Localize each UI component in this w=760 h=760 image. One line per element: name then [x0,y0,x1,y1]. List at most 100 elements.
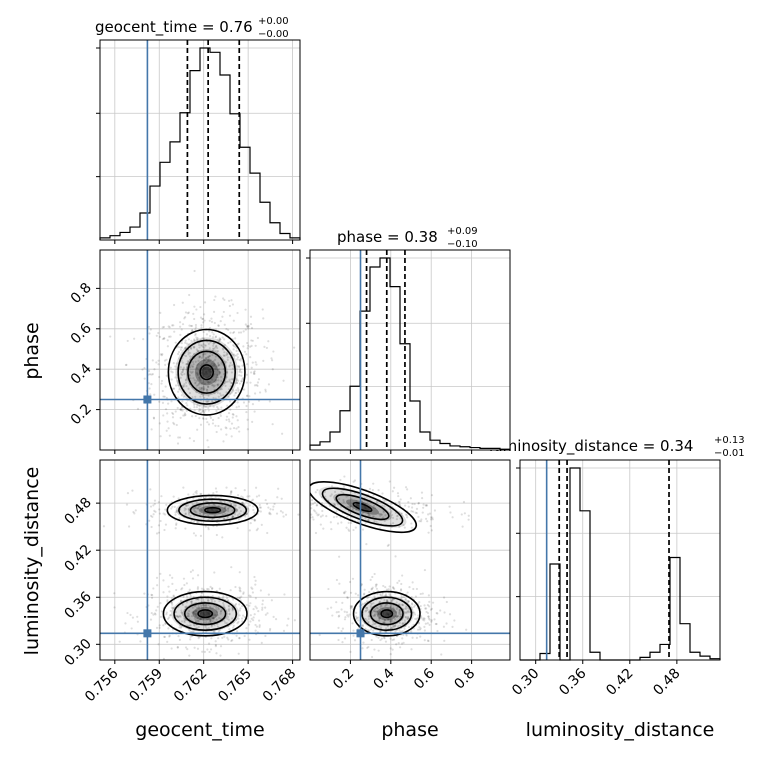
sample-point [157,531,161,534]
sample-point [149,328,152,331]
sample-point [366,606,369,610]
sample-point [180,620,184,623]
sample-point [198,417,201,420]
sample-point [179,376,182,379]
sample-point [213,624,216,627]
sample-point [389,620,392,623]
sample-point [312,509,316,512]
sample-point [363,588,366,591]
sample-point [293,619,296,622]
sample-point [206,366,210,369]
sample-point [223,354,226,358]
sample-point [228,304,232,308]
sample-point [242,592,245,595]
sample-point [208,613,211,616]
sample-point [404,597,407,601]
sample-point [213,613,216,616]
sample-point [238,636,241,640]
sample-point [238,382,241,385]
sample-point [180,394,183,397]
sample-point [237,388,240,392]
sample-point [225,427,228,430]
sample-point [348,529,351,533]
sample-point [238,374,241,377]
sample-point [371,586,374,589]
sample-point [194,534,197,537]
sample-point [164,363,167,367]
sample-point [170,601,173,605]
sample-point [357,594,360,597]
sample-point [207,642,211,645]
sample-point [339,478,342,482]
sample-point [427,513,430,516]
sample-point [375,520,378,523]
sample-point [177,436,180,439]
sample-point [183,619,186,622]
sample-point [397,494,400,498]
sample-point [219,612,222,615]
sample-point [314,531,318,535]
sample-point [395,601,398,604]
sample-point [413,611,416,614]
sample-point [212,333,215,336]
sample-point [413,613,417,616]
sample-point [448,613,452,616]
sample-point [180,372,183,375]
sample-point [250,366,253,369]
sample-point [379,605,382,609]
sample-point [266,612,269,615]
sample-point [169,614,172,617]
sample-point [367,519,370,522]
sample-point [153,502,156,506]
sample-point [346,596,349,599]
xtick-label: 0.48 [650,666,683,699]
sample-point [181,361,184,364]
sample-point [200,617,203,620]
sample-point [211,587,214,590]
sample-point [384,627,388,630]
xtick-label: 0.30 [509,666,542,699]
sample-point [399,588,403,591]
sample-point [172,495,175,498]
sample-point [205,370,208,373]
sample-point [171,576,174,579]
sample-point [217,505,220,508]
sample-point [363,506,367,509]
sample-point [370,655,374,659]
sample-point [428,618,431,621]
title-luminosity-distance: luminosity_distance = 0.34 [489,437,693,456]
sample-point [246,394,249,397]
sample-point [389,637,392,640]
sample-point [225,433,228,436]
panel-luminosity_distance-vs-geocent_time: 0.300.360.420.480.756 0.759 0.762 0.765 0.76… [61,459,301,705]
sample-point [211,384,214,387]
sample-point [209,341,212,344]
sample-point [351,507,354,511]
sample-point [430,529,433,532]
sample-point [197,507,200,510]
sample-point [254,605,257,608]
sample-point [371,624,374,627]
sample-point [406,516,409,519]
sample-point [219,654,222,657]
sample-point [232,330,236,334]
sample-point [417,502,420,505]
sample-point [222,605,225,608]
sample-point [223,298,226,302]
sample-point [395,607,398,610]
density-cell [185,348,228,396]
sample-point [185,601,188,604]
sample-point [235,406,238,409]
sample-point [195,501,198,505]
sample-point [147,325,150,329]
sample-point [213,321,216,325]
sample-point [256,384,259,388]
sample-point [169,366,172,369]
sample-point [239,590,242,593]
sample-point [426,604,429,607]
panel-background [100,40,300,240]
sample-point [230,490,233,493]
sample-point [150,428,153,431]
sample-point [194,613,198,616]
panel-content [100,250,300,450]
